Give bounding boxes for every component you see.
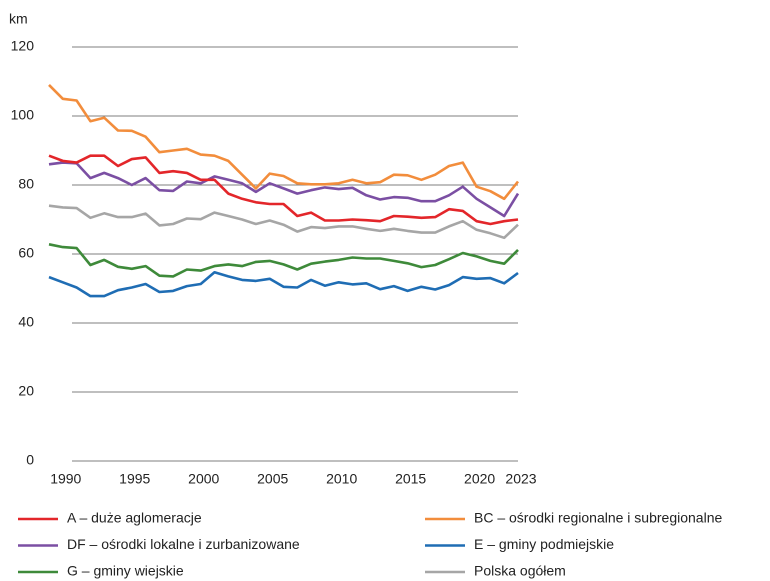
legend-label: Polska ogółem: [474, 563, 566, 579]
x-tick-label: 1990: [50, 471, 81, 487]
y-tick-label: 80: [18, 176, 34, 192]
x-tick-label: 2010: [326, 471, 357, 487]
y-tick-label: 0: [26, 452, 34, 468]
y-tick-label: 100: [11, 107, 35, 123]
legend-label: DF – ośrodki lokalne i zurbanizowane: [67, 536, 300, 552]
y-tick-label: 120: [11, 38, 35, 54]
y-tick-label: 40: [18, 314, 34, 330]
x-tick-label: 1995: [119, 471, 150, 487]
legend-label: A – duże aglomeracje: [67, 510, 202, 526]
x-tick-label: 2023: [505, 471, 536, 487]
legend-label: E – gminy podmiejskie: [474, 536, 614, 552]
y-tick-label: 60: [18, 245, 34, 261]
data-line: [48, 243, 519, 278]
legend-label: G – gminy wiejskie: [67, 563, 184, 579]
y-tick-label: 20: [18, 383, 34, 399]
data-line: [48, 83, 520, 201]
data-line: [48, 270, 519, 298]
data-line: [48, 154, 519, 226]
x-tick-label: 2015: [395, 471, 426, 487]
legend-label: BC – ośrodki regionalne i subregionalne: [474, 510, 722, 526]
x-tick-label: 2005: [257, 471, 288, 487]
y-axis-label: km: [9, 11, 28, 27]
x-tick-label: 2000: [188, 471, 219, 487]
data-line: [48, 204, 519, 240]
x-tick-label: 2020: [464, 471, 495, 487]
data-line: [48, 161, 520, 218]
